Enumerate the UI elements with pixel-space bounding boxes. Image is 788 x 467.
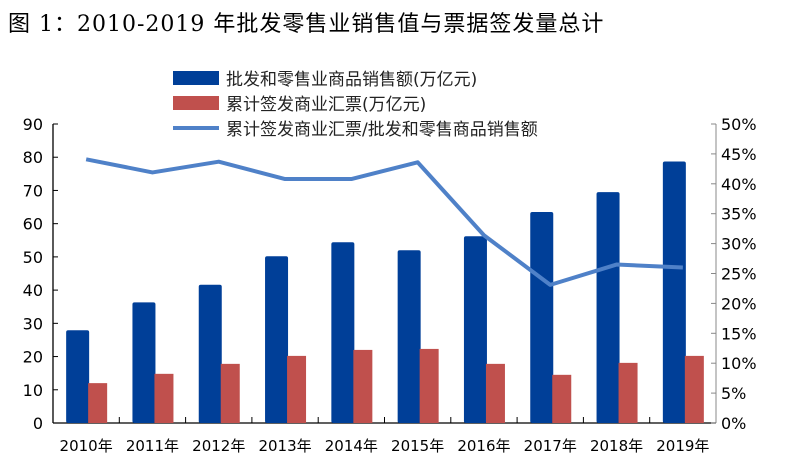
x-tick-label: 2017年 <box>524 437 577 455</box>
bar-sales <box>530 212 554 423</box>
y-tick-label: 70 <box>23 181 43 200</box>
y2-tick-label: 40% <box>721 175 757 194</box>
bar-bills <box>419 348 439 423</box>
y-tick-label: 30 <box>23 314 43 333</box>
bar-bills <box>220 363 240 423</box>
bar-bills <box>485 363 505 423</box>
legend-label: 累计签发商业汇票/批发和零售商品销售额 <box>226 120 538 140</box>
y-tick-label: 50 <box>23 248 43 267</box>
bar-sales <box>331 242 355 423</box>
y2-tick-label: 50% <box>721 115 757 134</box>
x-tick-label: 2018年 <box>590 437 643 455</box>
x-tick-label: 2019年 <box>656 437 709 455</box>
bar-sales <box>662 161 686 423</box>
bar-sales <box>596 192 620 423</box>
x-tick-label: 2013年 <box>258 437 311 455</box>
y-tick-label: 90 <box>23 115 43 134</box>
y2-tick-label: 30% <box>721 235 757 254</box>
bar-sales <box>66 330 90 423</box>
bar-bills <box>618 362 638 423</box>
y-tick-label: 0 <box>33 414 43 433</box>
y-tick-label: 60 <box>23 215 43 234</box>
y-tick-label: 40 <box>23 281 43 300</box>
x-tick-label: 2014年 <box>325 437 378 455</box>
y2-tick-label: 25% <box>721 265 757 284</box>
y2-tick-label: 5% <box>721 384 746 403</box>
bar-bills <box>154 373 174 423</box>
y2-tick-label: 0% <box>721 414 746 433</box>
bar-sales <box>198 284 222 423</box>
bar-sales <box>265 256 289 423</box>
y2-tick-label: 45% <box>721 145 757 164</box>
bar-bills <box>552 374 572 423</box>
legend-label: 累计签发商业汇票(万亿元) <box>226 95 426 115</box>
x-tick-label: 2011年 <box>126 437 179 455</box>
x-tick-label: 2016年 <box>457 437 510 455</box>
bar-bills <box>287 355 307 423</box>
x-tick-label: 2010年 <box>60 437 113 455</box>
y-tick-label: 10 <box>23 381 43 400</box>
y2-tick-label: 15% <box>721 324 757 343</box>
y2-tick-label: 35% <box>721 205 757 224</box>
chart-title: 图 1：2010-2019 年批发零售业销售值与票据签发量总计 <box>8 12 605 37</box>
y-tick-label: 20 <box>23 348 43 367</box>
line-ratio <box>85 157 683 287</box>
bar-bills <box>684 355 704 423</box>
bar-bills <box>353 349 373 423</box>
bar-sales <box>132 302 156 423</box>
x-tick-label: 2012年 <box>192 437 245 455</box>
x-tick-label: 2015年 <box>391 437 444 455</box>
bar-bills <box>88 383 108 423</box>
legend-label: 批发和零售业商品销售额(万亿元) <box>226 70 477 90</box>
y2-tick-label: 20% <box>721 294 757 313</box>
y-tick-label: 80 <box>23 148 43 167</box>
bar-sales <box>463 236 487 423</box>
y2-tick-label: 10% <box>721 354 757 373</box>
legend-swatch <box>173 71 219 85</box>
bar-sales <box>397 250 421 423</box>
legend-swatch <box>173 96 219 110</box>
